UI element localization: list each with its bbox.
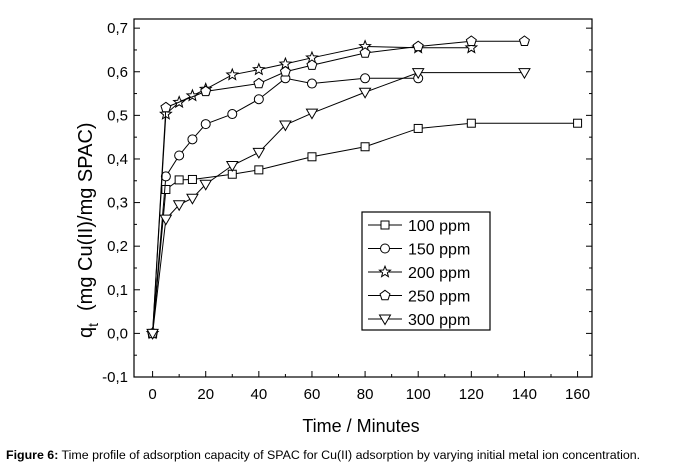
axes: 0 20 40 60 80 100 120 140 160 -0,1 0,0 0,1 0,2 0,3 0,4… — [102, 20, 592, 403]
data-point — [305, 108, 319, 120]
data-point — [464, 40, 479, 54]
data-point — [279, 120, 292, 132]
data-point — [253, 94, 264, 105]
y-tick-label: 0,2 — [107, 238, 128, 255]
y-tick-label: 0,6 — [107, 64, 128, 81]
data-point — [518, 35, 530, 46]
data-point — [466, 118, 476, 128]
data-point — [200, 119, 211, 130]
x-tick-label: 160 — [565, 386, 590, 403]
legend-item: 200 ppm — [368, 264, 470, 282]
data-point — [160, 101, 172, 113]
data-point — [172, 200, 186, 212]
legend-item: 100 ppm — [368, 218, 470, 235]
data-point — [186, 193, 199, 205]
legend-marker — [380, 220, 390, 230]
y-tick-label: 0,0 — [107, 325, 128, 342]
figure-caption: Figure 6: Time profile of adsorption cap… — [6, 448, 670, 462]
legend-label: 200 ppm — [408, 265, 470, 282]
data-point — [159, 214, 173, 226]
x-tick-label: 60 — [304, 386, 321, 403]
data-point — [254, 165, 264, 175]
series-layer — [145, 35, 583, 340]
data-point — [185, 88, 200, 102]
caption-label: Figure 6: — [6, 448, 59, 462]
legend-marker — [378, 264, 392, 278]
caption-text: Time profile of adsorption capacity of S… — [58, 448, 641, 462]
x-axis-label: Time / Minutes — [302, 416, 419, 436]
y-tick-label: 0,7 — [107, 20, 128, 37]
data-point — [199, 179, 213, 191]
data-point — [252, 62, 266, 76]
data-point — [279, 65, 291, 77]
legend-label: 300 ppm — [408, 312, 470, 329]
legend-label: 100 ppm — [408, 218, 470, 235]
data-point — [187, 134, 198, 145]
data-point — [358, 87, 372, 99]
legend-item: 250 ppm — [368, 289, 470, 306]
data-point — [200, 85, 212, 97]
data-point — [253, 77, 265, 89]
y-tick-label: 0,3 — [107, 195, 128, 212]
data-point — [161, 184, 171, 194]
data-point — [306, 78, 317, 89]
y-tick-label: 0,1 — [107, 282, 128, 299]
data-point — [146, 328, 159, 340]
x-tick-label: 100 — [406, 386, 431, 403]
data-point — [465, 35, 477, 46]
data-point — [306, 59, 318, 70]
data-point — [227, 109, 238, 120]
data-point — [573, 118, 583, 128]
series-300-ppm — [146, 68, 531, 340]
data-point — [360, 142, 370, 152]
x-tick-label: 140 — [512, 386, 537, 403]
data-point — [518, 68, 531, 80]
x-tick-label: 40 — [250, 386, 267, 403]
data-point — [252, 147, 266, 159]
x-tick-label: 80 — [357, 386, 374, 403]
plot-frame — [133, 18, 593, 378]
y-axis-label: qt(mg Cu(II)/mg SPAC) — [75, 122, 101, 338]
legend-marker — [379, 289, 391, 301]
y-tick-label: 0,5 — [107, 107, 128, 124]
axis-labels: Time / Minutes qt(mg Cu(II)/mg SPAC) — [75, 122, 420, 436]
data-point — [225, 67, 240, 81]
legend-item: 300 ppm — [368, 312, 470, 329]
y-tick-label: 0,4 — [107, 151, 128, 168]
series-line — [152, 40, 525, 334]
legend-marker — [378, 314, 392, 326]
data-point — [360, 73, 371, 84]
legend-label: 150 ppm — [408, 242, 470, 259]
data-point — [307, 152, 317, 162]
legend-marker — [380, 243, 390, 254]
data-point — [413, 123, 423, 133]
data-point — [412, 40, 424, 52]
legend: 100 ppm 150 ppm 200 ppm 250 ppm 300 ppm — [361, 211, 491, 331]
data-point — [174, 150, 185, 161]
data-point — [225, 161, 239, 173]
legend-label: 250 ppm — [408, 289, 470, 306]
data-point — [411, 68, 425, 80]
y-tick-label: -0,1 — [102, 369, 128, 386]
legend-item: 150 ppm — [368, 242, 470, 259]
data-point — [359, 47, 371, 58]
data-point — [174, 175, 184, 185]
data-point — [187, 174, 197, 184]
x-tick-label: 120 — [459, 386, 484, 403]
x-tick-label: 0 — [148, 386, 156, 403]
x-tick-label: 20 — [197, 386, 214, 403]
series-250-ppm — [147, 35, 530, 339]
